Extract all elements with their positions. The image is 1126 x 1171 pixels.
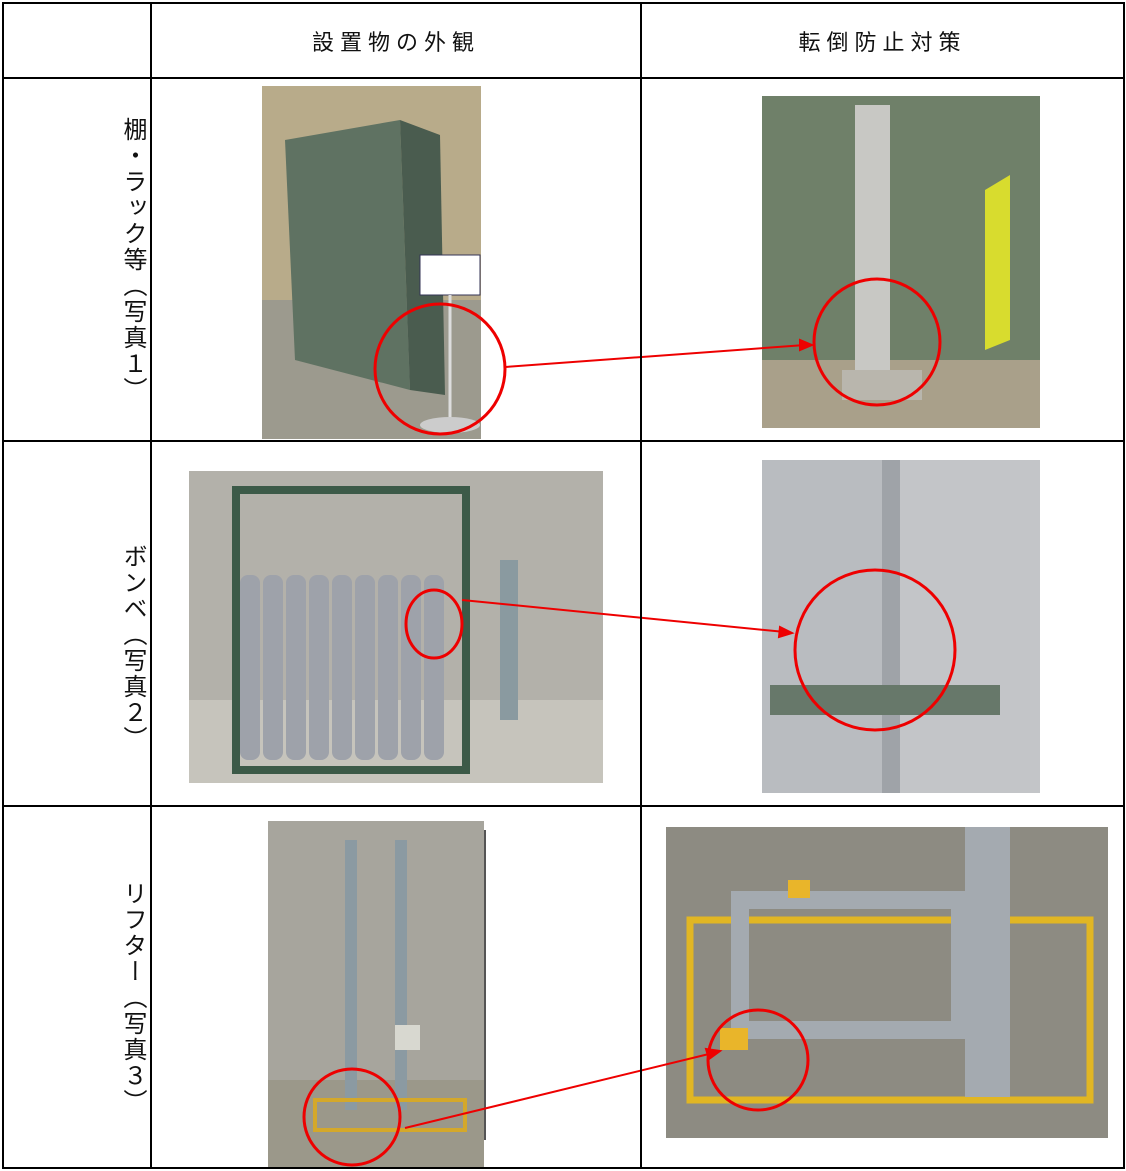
row-label: リフター（写真３） xyxy=(119,880,147,1115)
column-header: 設置物の外観 xyxy=(311,30,480,56)
row-label: ボンベ（写真２） xyxy=(119,543,147,752)
row-label: 棚・ラック等（写真１） xyxy=(119,117,147,403)
column-header: 転倒防止対策 xyxy=(798,30,967,56)
